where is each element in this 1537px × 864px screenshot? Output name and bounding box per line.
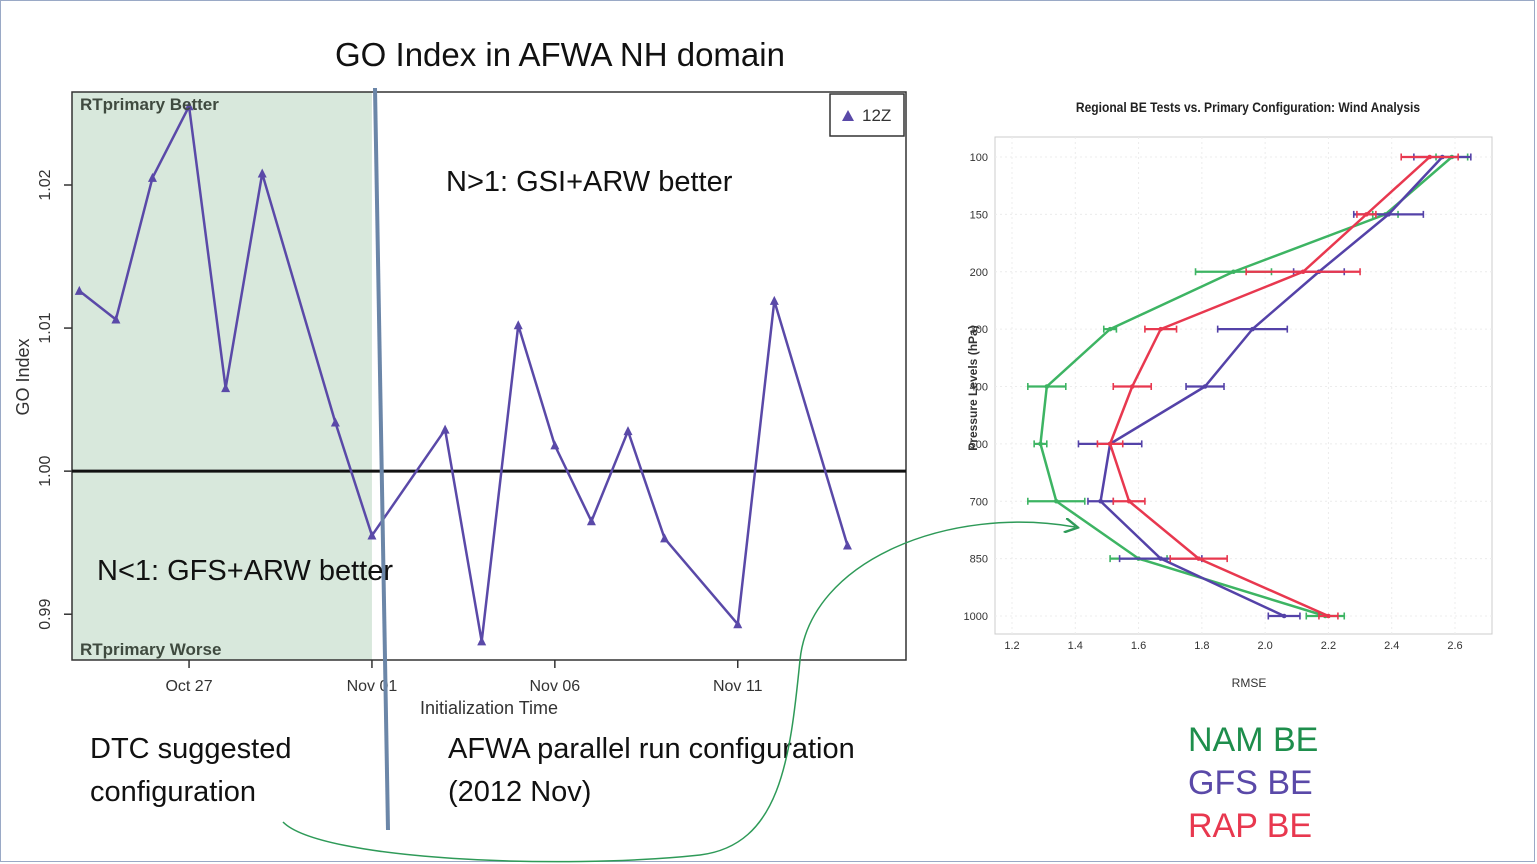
go-data-point xyxy=(221,383,231,393)
go-data-point xyxy=(367,530,377,540)
rtprimary-worse-label: RTprimary Worse xyxy=(80,640,221,659)
afwa-parallel-line-2: (2012 Nov) xyxy=(448,776,591,808)
be-x-tick-label: 1.6 xyxy=(1131,640,1146,652)
go-y-axis-label: GO Index xyxy=(13,338,33,415)
go-data-point xyxy=(257,168,267,178)
go-y-tick-label: 1.00 xyxy=(37,455,54,486)
be-y-tick-label: 1000 xyxy=(964,611,988,623)
go-y-tick-label: 1.02 xyxy=(37,169,54,200)
go-x-tick-label: Nov 01 xyxy=(347,678,398,695)
go-data-point xyxy=(733,619,743,629)
go-data-point xyxy=(147,172,157,182)
dtc-suggested-line-2: configuration xyxy=(90,776,256,808)
be-legend-rap: RAP BE xyxy=(1188,807,1312,845)
be-data-point xyxy=(1098,498,1103,504)
go-legend-box xyxy=(829,93,905,137)
go-data-point xyxy=(586,516,596,526)
go-data-point xyxy=(184,101,194,111)
gsi-better-note: N>1: GSI+ARW better xyxy=(446,166,733,198)
suggested-config-arrow xyxy=(282,522,1075,863)
go-data-point xyxy=(769,295,779,305)
be-y-tick-label: 100 xyxy=(970,152,988,164)
main-title: GO Index in AFWA NH domain xyxy=(335,36,785,73)
be-data-point xyxy=(1300,269,1306,275)
afwa-parallel-line-1: AFWA parallel run configuration xyxy=(448,733,855,765)
be-x-axis-label: RMSE xyxy=(1232,676,1267,690)
be-chart-title: Regional BE Tests vs. Primary Configurat… xyxy=(1076,99,1420,115)
go-x-axis-label: Initialization Time xyxy=(420,698,558,718)
go-data-point xyxy=(74,285,84,295)
go-y-tick-label: 0.99 xyxy=(37,599,54,630)
go-data-point xyxy=(111,314,121,324)
go-x-tick-label: Nov 11 xyxy=(713,678,763,695)
be-legend-nam: NAM BE xyxy=(1188,721,1318,759)
configuration-divider xyxy=(373,87,390,831)
go-legend-label: 12Z xyxy=(862,106,891,125)
be-y-tick-label: 200 xyxy=(970,267,988,279)
be-legend-gfs: GFS BE xyxy=(1188,764,1313,802)
go-legend-marker xyxy=(842,110,854,121)
be-data-point xyxy=(1231,269,1236,275)
go-x-tick-label: Oct 27 xyxy=(165,678,212,695)
be-data-point xyxy=(1281,613,1287,619)
be-plot-panel xyxy=(994,136,1493,635)
go-index-plot-frame xyxy=(71,91,907,661)
be-x-tick-label: 2.6 xyxy=(1447,640,1462,652)
be-y-tick-label: 300 xyxy=(970,324,988,336)
be-y-tick-label: 850 xyxy=(970,554,988,566)
be-data-point xyxy=(1107,441,1113,447)
be-x-tick-label: 2.2 xyxy=(1321,640,1336,652)
go-data-point xyxy=(842,540,852,550)
be-data-point xyxy=(1158,556,1164,561)
go-index-chart: Oct 27 Nov 01 Nov 06 Nov 11 0.99 1.00 1.01 1.02… xyxy=(13,87,907,831)
be-y-tick-label: 150 xyxy=(970,209,988,221)
be-data-point xyxy=(1107,326,1113,332)
be-data-point xyxy=(1364,212,1369,217)
be-data-point xyxy=(1158,326,1164,332)
be-wind-chart: Regional BE Tests vs. Primary Configurat… xyxy=(964,99,1493,690)
be-data-point xyxy=(1054,498,1059,504)
be-x-tick-label: 2.0 xyxy=(1257,640,1272,652)
be-x-tick-label: 1.8 xyxy=(1194,640,1209,652)
be-x-tick-label: 1.2 xyxy=(1004,640,1019,652)
go-y-tick-label: 1.01 xyxy=(37,312,54,343)
be-data-point xyxy=(1427,154,1432,160)
be-y-tick-label: 700 xyxy=(970,496,988,508)
be-x-tick-label: 1.4 xyxy=(1068,640,1083,652)
be-data-point xyxy=(1044,384,1050,389)
rtprimary-better-label: RTprimary Better xyxy=(80,95,219,114)
be-data-point xyxy=(1326,613,1331,619)
go-data-point xyxy=(477,636,487,646)
dtc-suggested-line-1: DTC suggested xyxy=(90,733,292,765)
be-data-point xyxy=(1126,498,1132,504)
go-series-line-12z xyxy=(78,105,849,643)
be-data-point xyxy=(1038,441,1043,447)
gfs-better-note: N<1: GFS+ARW better xyxy=(97,555,393,587)
go-data-point xyxy=(513,320,523,330)
be-y-axis-label: Pressure Levels (hPa) xyxy=(966,325,980,450)
go-data-point xyxy=(660,533,670,543)
be-data-point xyxy=(1386,212,1391,217)
be-x-tick-label: 2.4 xyxy=(1384,640,1399,652)
be-data-point xyxy=(1129,384,1135,389)
be-data-point xyxy=(1202,384,1208,389)
go-data-point xyxy=(440,424,450,434)
go-data-point xyxy=(623,426,633,436)
be-y-tick-label: 500 xyxy=(970,439,988,451)
go-x-tick-label: Nov 06 xyxy=(529,678,580,695)
go-data-point xyxy=(550,440,560,450)
go-data-point xyxy=(330,417,340,427)
be-y-tick-label: 400 xyxy=(970,382,988,394)
be-data-point xyxy=(1196,556,1201,561)
be-data-point xyxy=(1250,326,1255,332)
